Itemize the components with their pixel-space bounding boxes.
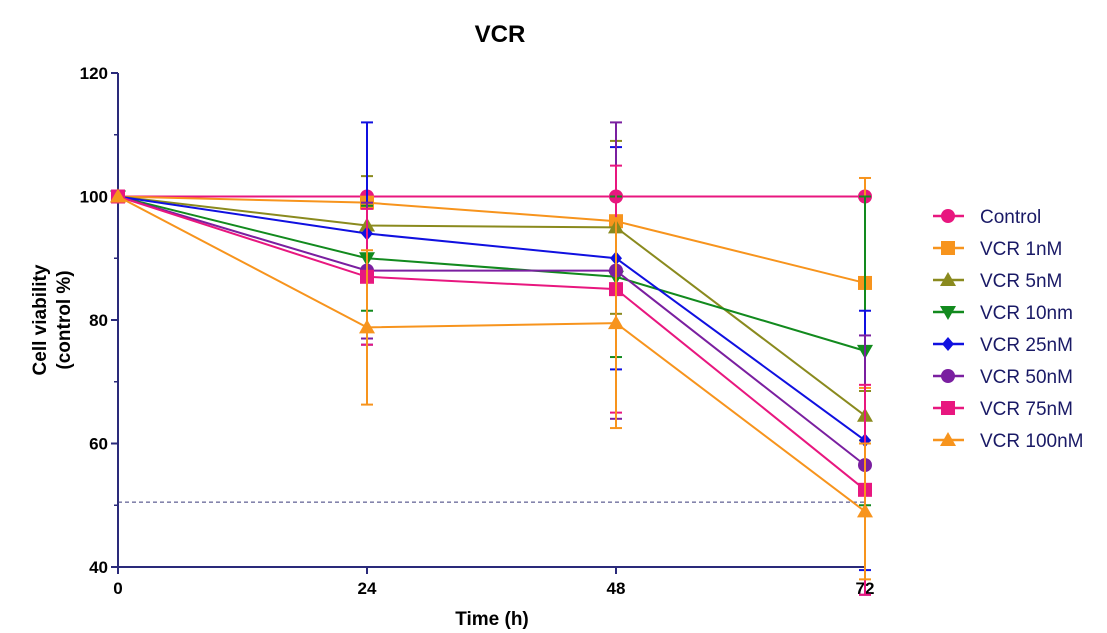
series-line bbox=[117, 195, 866, 352]
legend-item: VCR 25nM bbox=[933, 335, 1073, 356]
legend-marker bbox=[941, 241, 955, 255]
legend-marker bbox=[941, 401, 955, 415]
legend-marker bbox=[940, 306, 956, 320]
series-line bbox=[117, 195, 866, 442]
series-vcr-50nm bbox=[111, 121, 872, 596]
legend-item: VCR 100nM bbox=[933, 431, 1084, 452]
legend-item: Control bbox=[933, 207, 1041, 228]
data-point bbox=[857, 503, 873, 518]
series-line bbox=[117, 195, 866, 513]
series-group bbox=[110, 121, 873, 596]
y-tick-label: 60 bbox=[89, 435, 108, 454]
legend-item: VCR 5nM bbox=[933, 271, 1062, 292]
legend-label: VCR 25nM bbox=[980, 335, 1073, 356]
legend-marker bbox=[940, 432, 956, 446]
legend-item: VCR 50nM bbox=[933, 367, 1073, 388]
data-point bbox=[110, 188, 126, 203]
x-axis-label: Time (h) bbox=[455, 609, 529, 630]
legend-item: VCR 75nM bbox=[933, 399, 1073, 420]
series-line bbox=[117, 195, 866, 284]
x-tick-label: 48 bbox=[607, 579, 626, 598]
data-point bbox=[608, 315, 624, 330]
y-axis-label-line-1: Cell viability bbox=[30, 264, 51, 375]
data-point bbox=[359, 319, 375, 334]
y-tick-label: 100 bbox=[80, 188, 108, 207]
series-vcr-5nm bbox=[110, 139, 873, 442]
y-axis-label-line-2: (control %) bbox=[54, 270, 75, 369]
legend-label: VCR 5nM bbox=[980, 271, 1062, 292]
series-line bbox=[117, 195, 866, 466]
legend-label: Control bbox=[980, 207, 1041, 228]
y-tick-label: 80 bbox=[89, 311, 108, 330]
series-line bbox=[117, 195, 866, 417]
x-tick-label: 0 bbox=[113, 579, 122, 598]
legend-marker bbox=[940, 272, 956, 286]
series-vcr-10nm bbox=[110, 190, 873, 507]
x-tick-label: 24 bbox=[358, 579, 377, 598]
legend-label: VCR 50nM bbox=[980, 367, 1073, 388]
legend-marker bbox=[941, 209, 955, 223]
legend-group: Control VCR 1nM VCR 5nM VCR 10nm VCR 25nM VCR… bbox=[933, 207, 1084, 452]
y-axis-label-group: Cell viability (control %) bbox=[30, 264, 75, 375]
legend-marker bbox=[942, 337, 954, 351]
legend-item: VCR 1nM bbox=[933, 239, 1062, 260]
legend-label: VCR 10nm bbox=[980, 303, 1073, 324]
series-line bbox=[117, 195, 866, 491]
chart-title-group: VCR bbox=[475, 21, 526, 48]
y-tick-label: 120 bbox=[80, 64, 108, 83]
legend-item: VCR 10nm bbox=[933, 303, 1073, 324]
series-vcr-100nm bbox=[110, 188, 873, 581]
series-control bbox=[111, 189, 872, 204]
legend-label: VCR 100nM bbox=[980, 431, 1084, 452]
y-tick-label: 40 bbox=[89, 558, 108, 577]
legend-label: VCR 75nM bbox=[980, 399, 1073, 420]
legend-marker bbox=[941, 369, 955, 383]
legend-label: VCR 1nM bbox=[980, 239, 1062, 260]
series-vcr-25nm bbox=[112, 121, 871, 572]
chart-title: VCR bbox=[475, 21, 526, 48]
